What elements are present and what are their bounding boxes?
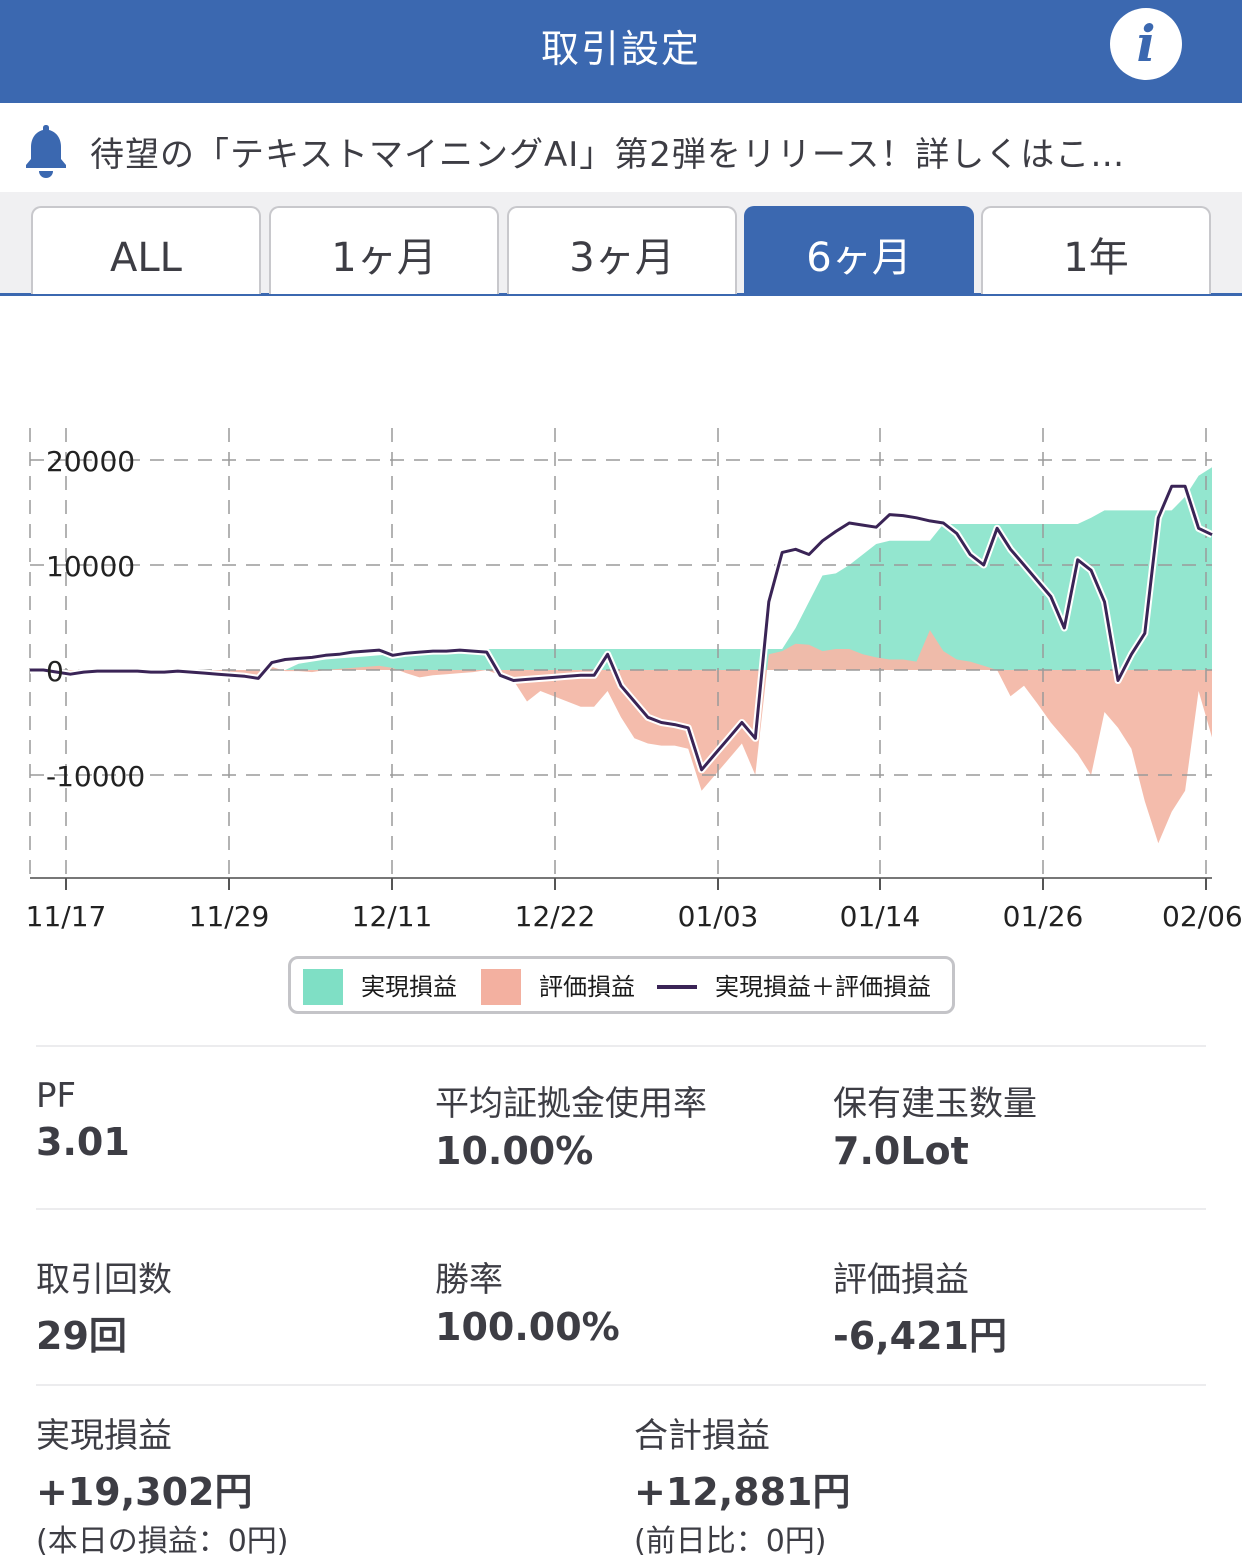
divider [36,1384,1206,1386]
stat-value: 100.00% [435,1305,620,1349]
tab-3-months[interactable]: 3ヶ月 [507,206,737,294]
x-tick-label: 02/06 [1162,900,1242,933]
stat-pf: PF 3.01 [36,1076,130,1164]
legend-swatch-realized [303,969,343,1005]
y-tick-label: -10000 [46,760,145,793]
stat-unrealized: 評価損益 -6,421円 [833,1252,1007,1360]
stat-trades: 取引回数 29回 [36,1252,172,1360]
stat-avg-margin: 平均証拠金使用率 10.00% [435,1076,707,1173]
legend-swatch-total [657,985,697,989]
tab-1-year[interactable]: 1年 [981,206,1211,294]
stat-realized: 実現損益 +19,302円 (本日の損益：0円) [36,1408,289,1557]
stat-sub: (本日の損益：0円) [36,1524,289,1557]
y-tick-label: 10000 [46,550,135,583]
stat-label: 評価損益 [833,1260,969,1300]
stat-label: PF [36,1076,77,1116]
stat-value: +19,302円 [36,1470,253,1514]
x-tick-label: 01/14 [840,900,921,933]
x-tick-label: 11/29 [189,900,270,933]
series-line-total [30,484,1213,772]
stat-value: 3.01 [36,1120,130,1164]
period-tabs: ALL 1ヶ月 3ヶ月 6ヶ月 1年 [0,192,1242,296]
stat-value: 29回 [36,1314,127,1358]
app-header: 取引設定 i [0,0,1242,103]
stat-value: 10.00% [435,1129,594,1173]
stat-label: 勝率 [435,1260,503,1300]
legend-swatch-unrealized [481,969,521,1005]
legend-label-total: 実現損益＋評価損益 [715,973,931,1001]
chart-legend: 実現損益 評価損益 実現損益＋評価損益 [288,956,955,1014]
stat-label: 保有建玉数量 [833,1084,1037,1124]
stat-total: 合計損益 +12,881円 (前日比：0円) [634,1408,850,1557]
x-tick-label: 11/17 [26,900,107,933]
stat-sub: (前日比：0円) [634,1524,827,1557]
legend-label-unrealized: 評価損益 [539,973,635,1001]
stat-value: +12,881円 [634,1470,851,1514]
stat-win-rate: 勝率 100.00% [435,1252,620,1349]
series-area-unrealized [30,630,1212,844]
x-tick-label: 01/26 [1003,900,1084,933]
stat-label: 平均証拠金使用率 [435,1084,707,1124]
stat-value: 7.0Lot [833,1129,969,1173]
page-title: 取引設定 [540,27,701,71]
x-tick-label: 12/22 [515,900,596,933]
x-tick-label: 12/11 [352,900,433,933]
tab-6-months[interactable]: 6ヶ月 [744,206,974,294]
stat-positions: 保有建玉数量 7.0Lot [833,1076,1037,1173]
pnl-chart: 20000 10000 0 -10000 11/17 11/29 12/11 12/22 01/… [26,428,1242,933]
tab-all[interactable]: ALL [31,206,261,294]
bell-icon [26,125,66,178]
stat-label: 取引回数 [36,1260,172,1300]
notice-text: 待望の「テキストマイニングAI」第2弾をリリース！詳しくはこ… [90,135,1126,175]
notice-banner[interactable]: 待望の「テキストマイニングAI」第2弾をリリース！詳しくはこ… [0,103,1242,192]
tab-1-month[interactable]: 1ヶ月 [269,206,499,294]
legend-label-realized: 実現損益 [361,973,457,1001]
stat-label: 合計損益 [634,1416,770,1456]
stat-value: -6,421円 [833,1314,1007,1358]
divider [36,1045,1206,1047]
x-tick-label: 01/03 [678,900,759,933]
series-area-realized [30,467,1212,670]
y-tick-label: 20000 [46,445,135,478]
y-tick-label: 0 [46,655,64,688]
stat-label: 実現損益 [36,1416,172,1456]
info-icon[interactable]: i [1110,8,1182,80]
divider [36,1208,1206,1210]
